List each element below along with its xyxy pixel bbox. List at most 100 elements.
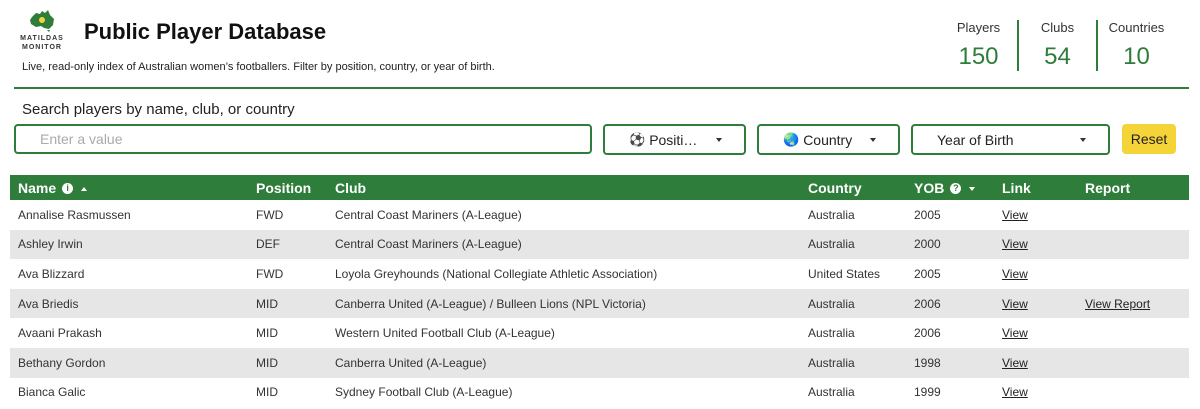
cell-report (1077, 318, 1189, 348)
cell-country: United States (808, 266, 881, 281)
cell-country: Australia (808, 296, 855, 311)
cell-name: Avaani Prakash (18, 326, 102, 341)
cell-country: Australia (808, 207, 855, 222)
cell-report (1077, 200, 1189, 230)
cell-link: View (994, 289, 1077, 319)
cell-name: Ashley Irwin (18, 237, 83, 252)
cell-position: MID (256, 326, 278, 341)
column-header-club[interactable]: Club (335, 179, 367, 196)
cell-name: Bianca Galic (18, 385, 86, 400)
table-row: Bethany Gordon MID Canberra United (A-Le… (10, 347, 1189, 378)
search-input[interactable] (14, 124, 592, 154)
table-row: Ashley Irwin DEF Central Coast Mariners … (10, 229, 1189, 260)
stat-countries: Countries 10 (1096, 20, 1175, 71)
cell-report: View Report (1077, 289, 1189, 319)
cell-link: View (994, 318, 1077, 348)
column-header-name[interactable]: Name i (10, 175, 248, 200)
column-header-position[interactable]: Position (256, 179, 312, 196)
globe-icon: 🌏 (783, 131, 800, 147)
cell-link: View (994, 230, 1077, 260)
view-link[interactable]: View (1002, 326, 1028, 341)
country-filter-label: Country (803, 131, 853, 148)
table-row: Bianca Galic MID Sydney Football Club (A… (10, 378, 1189, 408)
cell-name: Annalise Rasmussen (18, 207, 131, 222)
australia-map-icon (30, 10, 54, 32)
logo-text: MATILDAS MONITOR (20, 35, 64, 51)
reset-button[interactable]: Reset (1122, 124, 1176, 154)
sort-ascending-icon[interactable] (81, 186, 88, 191)
country-filter-dropdown[interactable]: 🌏 Country (757, 124, 900, 155)
cell-position: DEF (256, 237, 280, 252)
search-label: Search players by name, club, or country (22, 101, 295, 118)
view-link[interactable]: View (1002, 207, 1028, 222)
cell-club: Central Coast Mariners (A-League) (335, 207, 522, 222)
stat-label: Clubs (1040, 20, 1075, 35)
view-link[interactable]: View (1002, 296, 1028, 311)
view-link[interactable]: View (1002, 355, 1028, 370)
stat-players: Players 150 (940, 20, 1017, 71)
cell-name: Ava Blizzard (18, 266, 85, 281)
stat-value: 54 (1044, 43, 1071, 70)
cell-position: MID (256, 355, 278, 370)
header-divider (14, 87, 1189, 89)
cell-link: View (994, 200, 1077, 230)
cell-name: Bethany Gordon (18, 355, 106, 370)
cell-club: Canberra United (A-League) / Bulleen Lio… (335, 296, 646, 311)
cell-link: View (994, 378, 1077, 408)
cell-yob: 1998 (914, 355, 941, 370)
cell-club: Canberra United (A-League) (335, 355, 487, 370)
column-header-country[interactable]: Country (808, 179, 862, 196)
logo: MATILDAS MONITOR (20, 9, 64, 52)
stat-label: Countries (1108, 20, 1165, 35)
sort-descending-icon[interactable] (969, 186, 976, 191)
cell-yob: 2000 (914, 237, 941, 252)
view-link[interactable]: View (1002, 237, 1028, 252)
info-icon[interactable]: i (62, 183, 74, 195)
yob-filter-dropdown[interactable]: Year of Birth (911, 124, 1110, 155)
chevron-down-icon (1080, 138, 1086, 142)
cell-country: Australia (808, 355, 855, 370)
cell-yob: 2005 (914, 266, 941, 281)
view-report-link[interactable]: View Report (1085, 296, 1151, 311)
yob-filter-label: Year of Birth (937, 131, 1014, 148)
cell-position: MID (256, 385, 278, 400)
cell-link: View (994, 259, 1077, 289)
cell-position: FWD (256, 207, 284, 222)
stat-value: 10 (1123, 43, 1150, 70)
position-filter-label: Positi… (649, 131, 698, 148)
table-row: Annalise Rasmussen FWD Central Coast Mar… (10, 200, 1189, 230)
cell-report (1077, 259, 1189, 289)
chevron-down-icon (870, 138, 876, 142)
stats-panel: Players 150 Clubs 54 Countries 10 (940, 20, 1175, 71)
help-icon[interactable]: ? (950, 183, 962, 195)
stat-label: Players (956, 20, 1001, 35)
cell-yob: 2005 (914, 207, 941, 222)
cell-report (1077, 230, 1189, 260)
column-header-link: Link (1002, 179, 1031, 196)
cell-club: Sydney Football Club (A-League) (335, 385, 513, 400)
cell-position: FWD (256, 266, 284, 281)
cell-club: Central Coast Mariners (A-League) (335, 237, 522, 252)
column-header-report: Report (1085, 179, 1131, 196)
cell-club: Western United Football Club (A-League) (335, 326, 555, 341)
stat-value: 150 (958, 43, 999, 70)
table-row: Avaani Prakash MID Western United Footba… (10, 318, 1189, 348)
cell-report (1077, 348, 1189, 378)
table-row: Ava Briedis MID Canberra United (A-Leagu… (10, 288, 1189, 319)
view-link[interactable]: View (1002, 266, 1028, 281)
page-title: Public Player Database (84, 19, 327, 44)
page-subtitle: Live, read-only index of Australian wome… (22, 61, 495, 73)
view-link[interactable]: View (1002, 385, 1028, 400)
cell-club: Loyola Greyhounds (National Collegiate A… (335, 266, 658, 281)
cell-name: Ava Briedis (18, 296, 79, 311)
cell-yob: 2006 (914, 326, 941, 341)
soccer-ball-icon: ⚽ (629, 131, 646, 147)
players-table: Name i Position Club Country YOB? Link Re… (10, 175, 1189, 407)
cell-report (1077, 378, 1189, 408)
cell-position: MID (256, 296, 278, 311)
cell-country: Australia (808, 237, 855, 252)
position-filter-dropdown[interactable]: ⚽ Positi… (603, 124, 746, 155)
cell-country: Australia (808, 326, 855, 341)
table-header-row: Name i Position Club Country YOB? Link Re… (10, 175, 1189, 200)
column-header-yob[interactable]: YOB? (906, 175, 994, 200)
